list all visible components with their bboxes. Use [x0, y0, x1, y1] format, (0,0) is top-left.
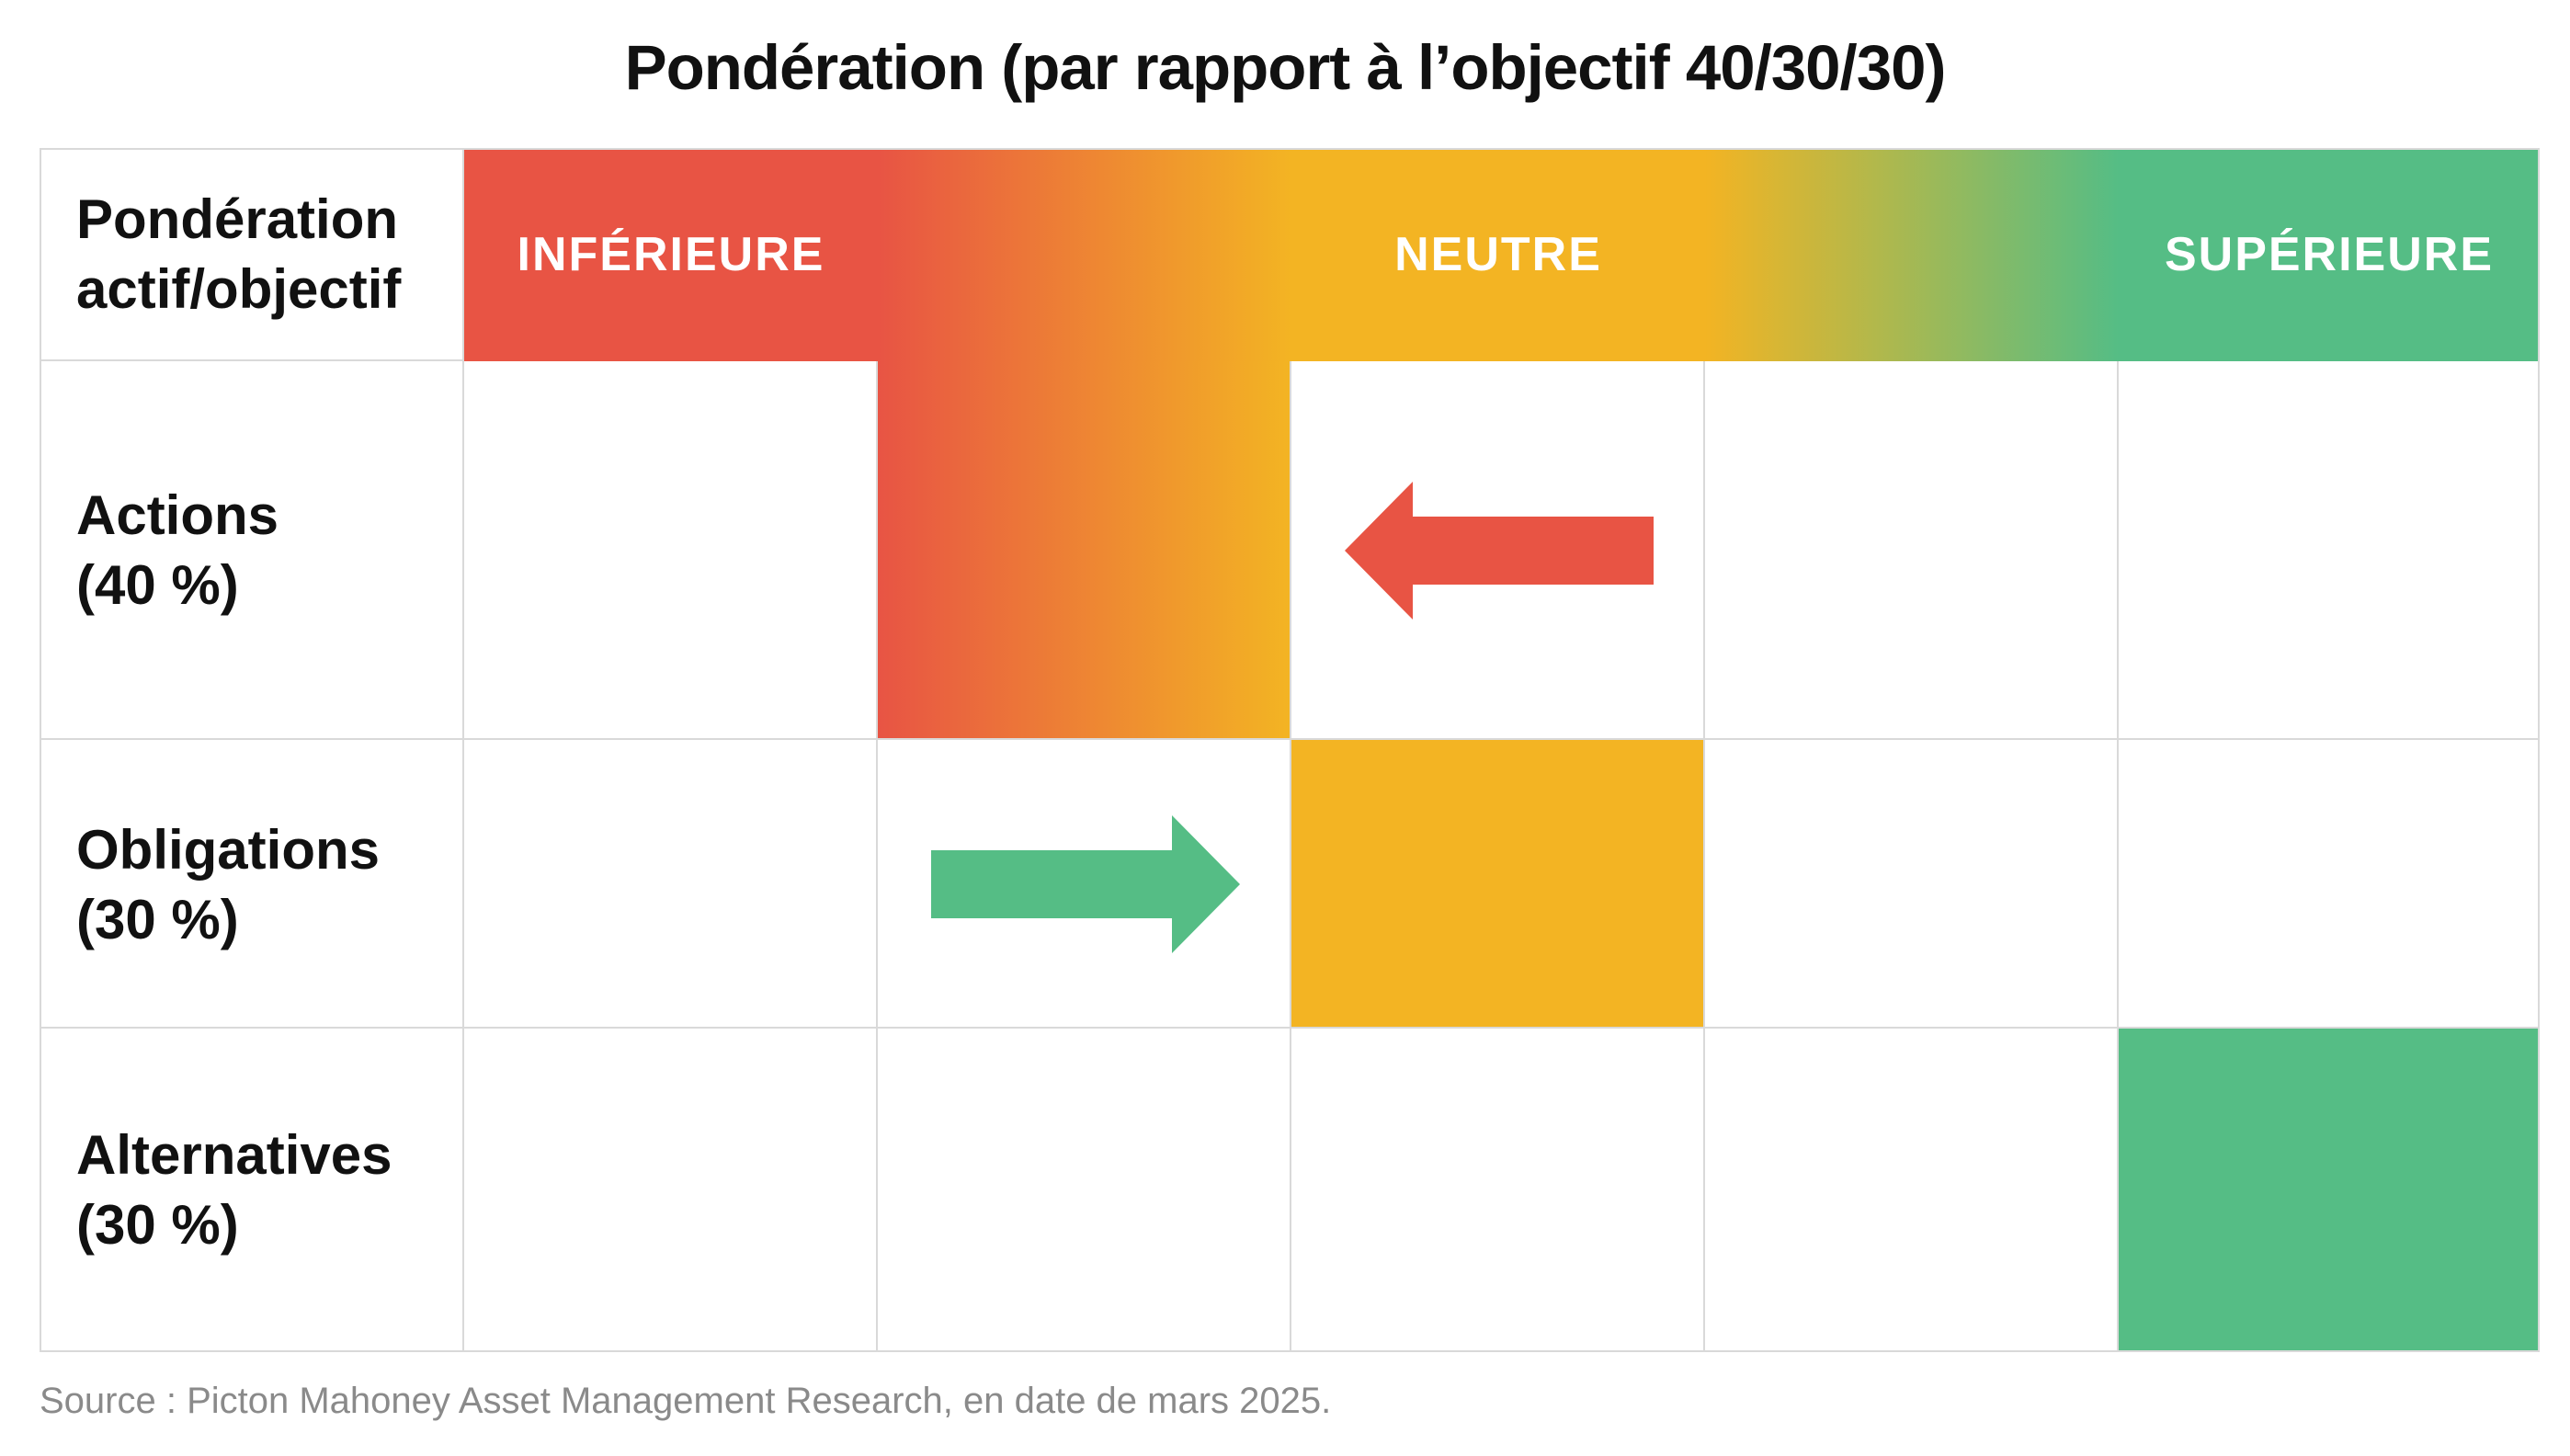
grid-cell [1705, 361, 2119, 740]
scale-neutral-to-overweight [1705, 148, 2119, 361]
row-label-cell: Obligations (30 %) [40, 740, 464, 1029]
arrow-left-icon [1345, 482, 1654, 620]
header-label-cell: Pondération actif/objectif [40, 148, 464, 361]
row-name: Actions [76, 484, 279, 546]
row-target: (40 %) [76, 554, 239, 616]
arrow-right-icon [931, 815, 1240, 953]
arrow-layer [931, 482, 1654, 953]
scale-neutral-label: NEUTRE [1394, 228, 1602, 281]
grid-cell [464, 740, 878, 1029]
scale-overweight-label: SUPÉRIEURE [2164, 228, 2495, 281]
grid-cell [1291, 361, 1705, 740]
row-label-cell: Actions (40 %) [40, 361, 464, 740]
scale-neutral: NEUTRE [1291, 148, 1705, 361]
scale-underweight-label: INFÉRIEURE [517, 228, 825, 281]
position-marker [878, 361, 1291, 740]
position-marker [1291, 740, 1705, 1029]
row-label-cell: Alternatives (30 %) [40, 1029, 464, 1352]
scale-overweight: SUPÉRIEURE [2119, 148, 2540, 361]
row-target: (30 %) [76, 889, 239, 950]
allocation-grid: Pondération actif/objectif INFÉRIEURE NE… [40, 148, 2540, 1352]
grid-cell [464, 361, 878, 740]
header-label-line1: Pondération [76, 188, 399, 250]
scale-underweight-to-neutral [878, 148, 1291, 361]
source-note: Source : Picton Mahoney Asset Management… [40, 1381, 1332, 1421]
scale-underweight: INFÉRIEURE [464, 148, 878, 361]
grid-cell [878, 740, 1291, 1029]
grid-cell [1705, 740, 2119, 1029]
row-target: (30 %) [76, 1194, 239, 1256]
row-name: Obligations [76, 819, 380, 881]
position-marker [2119, 1029, 2540, 1352]
chart-title: Pondération (par rapport à l’objectif 40… [624, 32, 1947, 103]
row-name: Alternatives [76, 1124, 392, 1186]
header-label-line2: actif/objectif [76, 258, 402, 320]
